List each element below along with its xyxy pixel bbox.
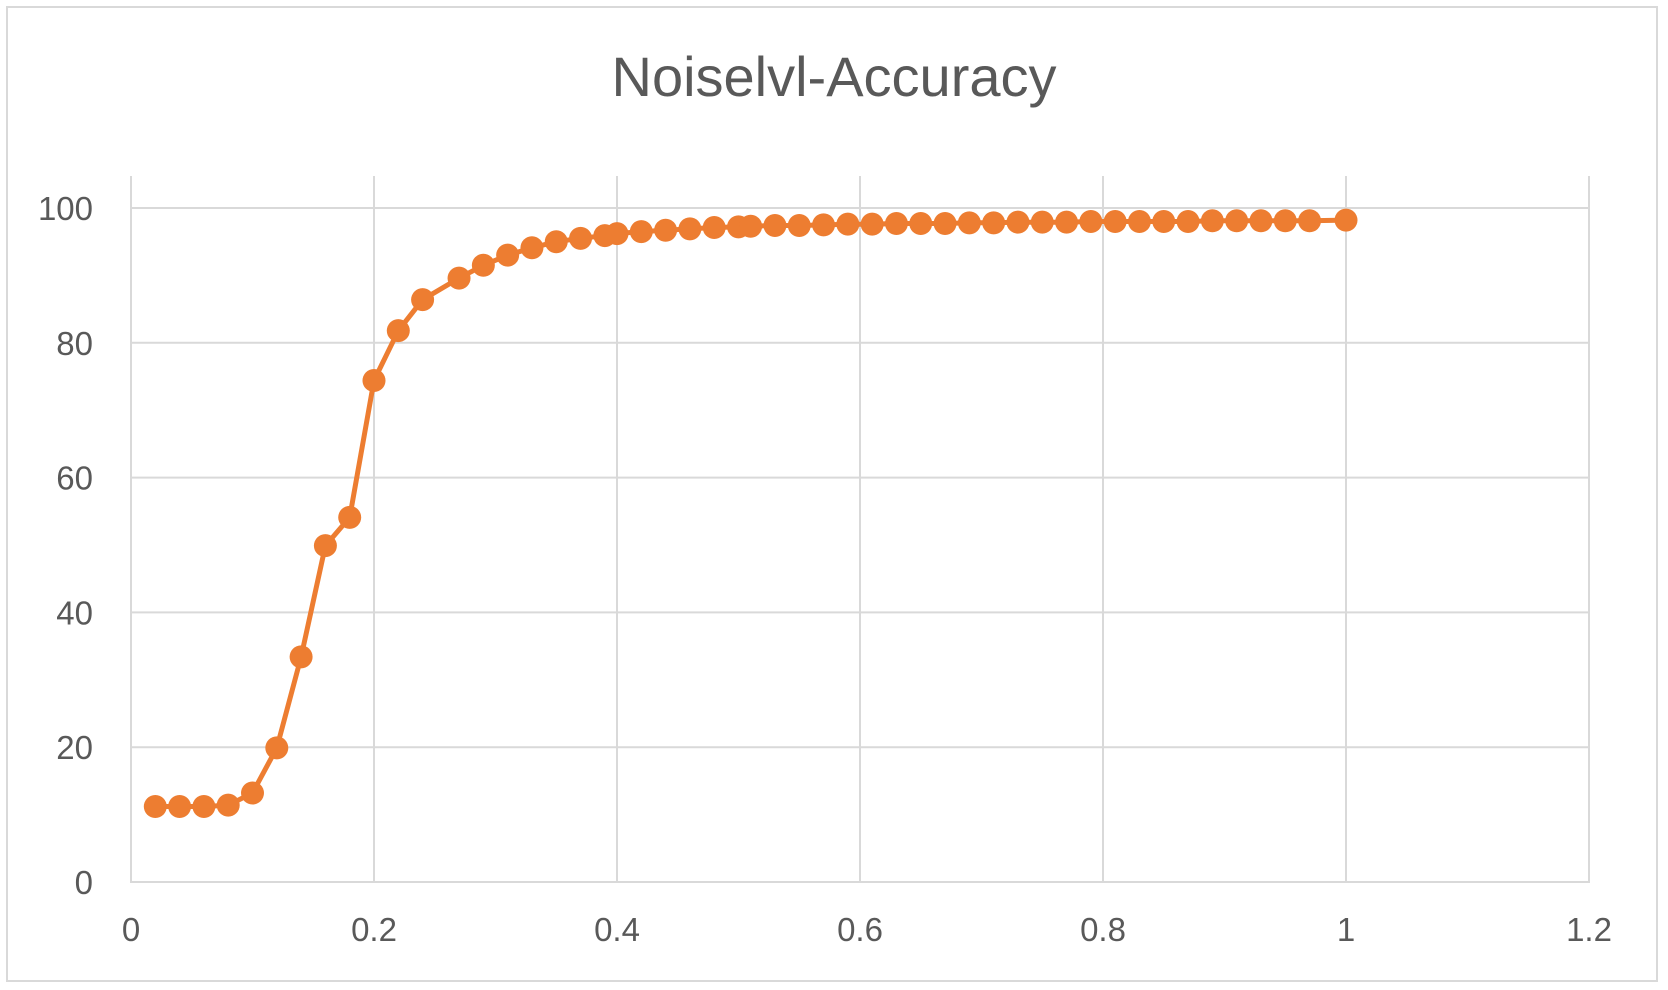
data-point: [884, 212, 908, 236]
data-point: [1200, 209, 1224, 233]
data-point: [1249, 209, 1273, 233]
x-tick-label: 0.6: [837, 911, 883, 948]
data-point: [569, 226, 593, 250]
data-point: [1152, 209, 1176, 233]
data-point: [933, 212, 957, 236]
x-tick-label: 0.2: [351, 911, 397, 948]
data-point: [860, 212, 884, 236]
x-tick-labels: 0 0.2 0.4 0.6 0.8 1 1.2: [122, 911, 1612, 948]
data-point: [143, 795, 167, 819]
data-point: [338, 505, 362, 529]
data-point: [1103, 209, 1127, 233]
y-tick-label: 80: [56, 325, 93, 362]
chart-title: Noiselvl-Accuracy: [612, 45, 1057, 108]
y-tick-label: 60: [56, 460, 93, 497]
data-point: [605, 222, 629, 246]
data-point: [447, 266, 471, 290]
data-point: [1334, 208, 1358, 232]
data-point: [1030, 210, 1054, 234]
data-point: [471, 253, 495, 277]
data-point: [909, 212, 933, 236]
data-point: [1225, 209, 1249, 233]
y-tick-label: 20: [56, 729, 93, 766]
data-point: [678, 217, 702, 241]
data-point: [362, 369, 386, 393]
data-point: [289, 645, 313, 669]
y-tick-labels: 0 20 40 60 80 100: [38, 190, 93, 901]
grid-lines: [130, 176, 1590, 883]
data-point: [1298, 209, 1322, 233]
chart-frame: [6, 6, 1658, 982]
data-point: [192, 795, 216, 819]
data-point: [702, 216, 726, 240]
y-tick-label: 40: [56, 594, 93, 631]
data-point: [1273, 209, 1297, 233]
data-point: [168, 795, 192, 819]
data-point: [1176, 209, 1200, 233]
data-point: [982, 211, 1006, 235]
data-point: [265, 736, 289, 760]
y-tick-label: 0: [75, 864, 93, 901]
x-tick-label: 0.8: [1080, 911, 1126, 948]
data-point: [216, 793, 240, 817]
series-line: [155, 217, 1347, 809]
data-point: [386, 319, 410, 343]
data-point: [496, 243, 520, 267]
data-point: [520, 236, 544, 260]
y-tick-label: 100: [38, 190, 93, 227]
data-point: [544, 230, 568, 254]
data-series: [143, 208, 1358, 819]
data-point: [241, 781, 264, 805]
data-point: [654, 218, 678, 242]
data-point: [629, 220, 653, 244]
x-tick-label: 1.2: [1566, 911, 1612, 948]
data-point: [1006, 210, 1030, 234]
data-point: [787, 214, 811, 238]
data-point: [836, 212, 860, 236]
x-tick-label: 1: [1337, 911, 1355, 948]
data-point: [1079, 209, 1103, 233]
x-tick-label: 0.4: [594, 911, 640, 948]
x-tick-label: 0: [122, 911, 140, 948]
data-point: [1127, 209, 1151, 233]
data-point: [313, 534, 337, 558]
data-point: [739, 214, 763, 238]
data-point: [1055, 210, 1079, 234]
data-point: [812, 213, 836, 237]
data-point: [411, 288, 435, 312]
data-point: [957, 211, 981, 235]
data-point: [763, 214, 787, 238]
